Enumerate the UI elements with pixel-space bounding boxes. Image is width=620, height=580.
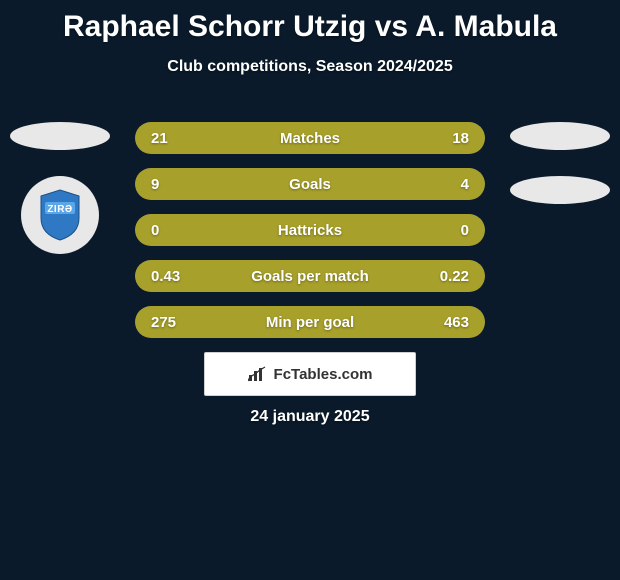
club-shield-icon: ZIRƏ <box>37 188 83 242</box>
stat-value-left: 9 <box>151 176 159 193</box>
stat-label: Goals per match <box>180 268 440 285</box>
stat-bar: 21Matches18 <box>135 122 485 154</box>
attribution-text: FcTables.com <box>274 366 373 383</box>
right-club-badge-placeholder <box>510 176 610 204</box>
stat-label: Goals <box>159 176 460 193</box>
bar-chart-icon <box>248 366 268 382</box>
page-title: Raphael Schorr Utzig vs A. Mabula <box>0 0 620 44</box>
stats-bars: 21Matches18 9Goals4 0Hattricks0 0.43Goals p… <box>135 122 485 338</box>
stat-value-right: 4 <box>461 176 469 193</box>
attribution[interactable]: FcTables.com <box>204 352 416 396</box>
stat-bar: 0.43Goals per match0.22 <box>135 260 485 292</box>
stat-value-right: 0.22 <box>440 268 469 285</box>
stat-value-left: 0.43 <box>151 268 180 285</box>
left-club-badge: ZIRƏ <box>21 176 99 254</box>
stat-value-right: 463 <box>444 314 469 331</box>
stat-value-left: 21 <box>151 130 168 147</box>
stat-bar: 9Goals4 <box>135 168 485 200</box>
snapshot-date: 24 january 2025 <box>0 408 620 426</box>
left-player-column: ZIRƏ <box>10 122 110 254</box>
stat-value-left: 0 <box>151 222 159 239</box>
stat-value-right: 18 <box>452 130 469 147</box>
stat-label: Min per goal <box>176 314 444 331</box>
subtitle: Club competitions, Season 2024/2025 <box>0 58 620 76</box>
right-player-column <box>510 122 610 204</box>
right-player-avatar-placeholder <box>510 122 610 150</box>
club-badge-label: ZIRƏ <box>37 204 83 215</box>
left-player-avatar-placeholder <box>10 122 110 150</box>
stat-label: Hattricks <box>159 222 460 239</box>
stat-value-left: 275 <box>151 314 176 331</box>
stat-bar: 275Min per goal463 <box>135 306 485 338</box>
stat-label: Matches <box>168 130 453 147</box>
stat-value-right: 0 <box>461 222 469 239</box>
stat-bar: 0Hattricks0 <box>135 214 485 246</box>
